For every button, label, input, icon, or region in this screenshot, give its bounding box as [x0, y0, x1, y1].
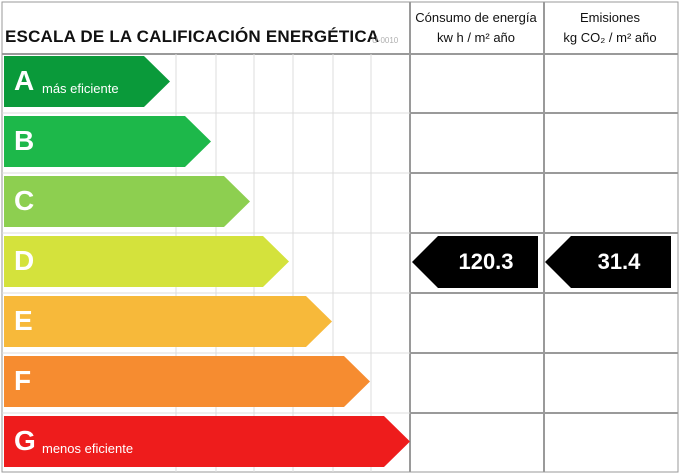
- rating-letter: F: [14, 365, 32, 396]
- label-code: U-0010: [372, 36, 399, 45]
- rating-letter: A: [14, 65, 35, 96]
- rating-letter: E: [14, 305, 33, 336]
- emisiones-value-marker: 31.4: [545, 236, 671, 288]
- rating-bar-c: C: [4, 176, 250, 227]
- rating-bar-d: D: [4, 236, 289, 287]
- rating-description: menos eficiente: [42, 441, 134, 456]
- consumo-header-title: Cónsumo de energía: [415, 10, 537, 25]
- value-label: 120.3: [458, 249, 514, 274]
- consumo-header: Cónsumo de energía kw h / m² año: [409, 8, 543, 48]
- rating-bar-b: B: [4, 116, 211, 167]
- rating-bar-f: F: [4, 356, 370, 407]
- rating-description: más eficiente: [42, 81, 119, 96]
- scale-title: ESCALA DE LA CALIFICACIÓN ENERGÉTICA: [5, 27, 380, 46]
- rating-letter: B: [14, 125, 35, 156]
- rating-letter: C: [14, 185, 35, 216]
- consumo-value-marker: 120.3: [412, 236, 538, 288]
- emisiones-header: Emisiones kg CO₂ / m² año: [543, 8, 677, 48]
- consumo-header-unit: kw h / m² año: [436, 30, 516, 45]
- value-label: 31.4: [597, 249, 641, 274]
- emisiones-header-unit: kg CO₂ / m² año: [563, 30, 657, 45]
- rating-letter: G: [14, 425, 36, 456]
- rating-bar-e: E: [4, 296, 332, 347]
- rating-letter: D: [14, 245, 35, 276]
- emisiones-header-title: Emisiones: [580, 10, 640, 25]
